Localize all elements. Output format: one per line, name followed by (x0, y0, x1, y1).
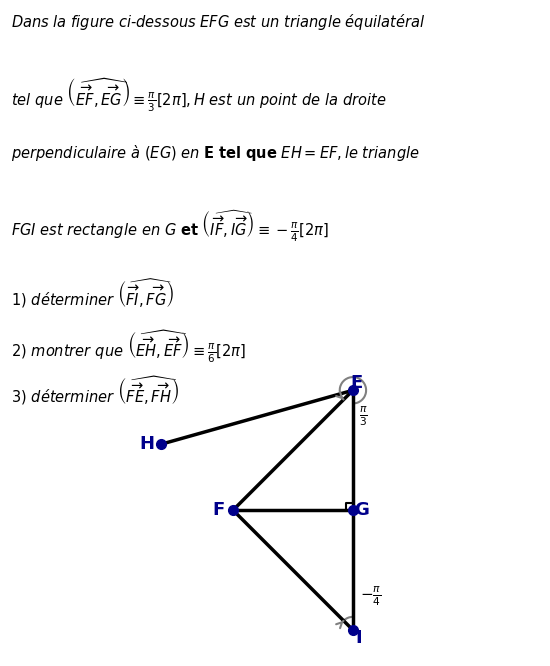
Text: $\mathbf{I}$: $\mathbf{I}$ (355, 629, 362, 647)
Text: $\it{Dans\ la\ figure\ ci\text{-}dessous\ EFG\ est\ un\ triangle\ équilatéral}$: $\it{Dans\ la\ figure\ ci\text{-}dessous… (11, 11, 425, 31)
Text: $\it{2)\ montrer\ que}\ \left(\widehat{\overrightarrow{EH},\overrightarrow{EF}}\: $\it{2)\ montrer\ que}\ \left(\widehat{\… (11, 328, 246, 365)
Text: $\mathbf{H}$: $\mathbf{H}$ (139, 435, 155, 454)
Text: $\mathbf{E}$: $\mathbf{E}$ (350, 374, 363, 392)
Text: $\frac{\pi}{3}$: $\frac{\pi}{3}$ (359, 405, 368, 428)
Text: $\mathbf{F}$: $\mathbf{F}$ (212, 501, 225, 519)
Text: $\it{1)\ déterminer}\ \left(\widehat{\overrightarrow{FI},\overrightarrow{FG}}\ri: $\it{1)\ déterminer}\ \left(\widehat{\ov… (11, 278, 174, 310)
Text: $\it{3)\ déterminer}\ \left(\widehat{\overrightarrow{FE},\overrightarrow{FH}}\ri: $\it{3)\ déterminer}\ \left(\widehat{\ov… (11, 375, 179, 408)
Text: $-\frac{\pi}{4}$: $-\frac{\pi}{4}$ (360, 585, 382, 608)
Text: $\it{perpendiculaire\ à\ (EG)\ en}\ \mathbf{E}\ \mathbf{tel\ que}\ \it{EH = EF,l: $\it{perpendiculaire\ à\ (EG)\ en}\ \mat… (11, 143, 420, 163)
Text: $\mathbf{G}$: $\mathbf{G}$ (354, 501, 369, 519)
Text: $\it{tel\ que}\ \left(\widehat{\overrightarrow{EF},\overrightarrow{EG}}\right)\e: $\it{tel\ que}\ \left(\widehat{\overrigh… (11, 77, 387, 115)
Text: $\it{FGI\ est\ rectangle\ en\ G}\ \mathbf{et}\ \left(\widehat{\overrightarrow{IF: $\it{FGI\ est\ rectangle\ en\ G}\ \mathb… (11, 208, 329, 244)
